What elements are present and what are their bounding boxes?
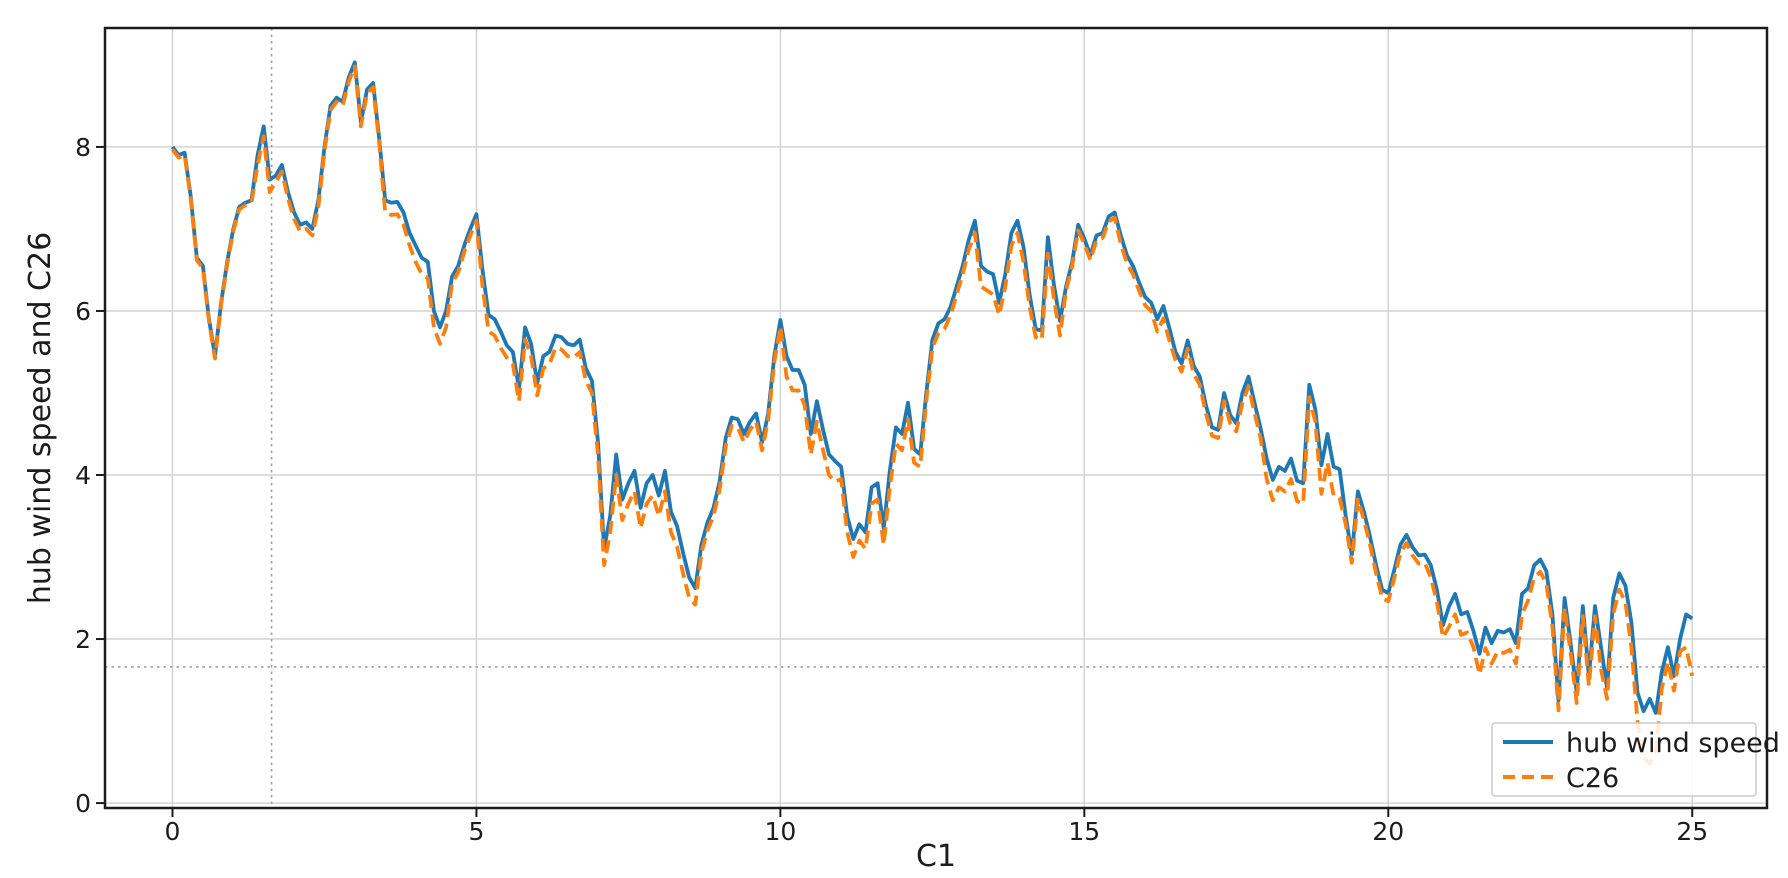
legend: hub wind speed C26 [1491,722,1780,797]
x-axis-label: C1 [916,839,956,874]
plot-border [103,26,1769,810]
y-tick-label: 8 [75,133,91,162]
x-tick-label: 5 [468,817,484,846]
x-tick-labels: 0 5 10 15 20 25 [165,817,1709,846]
y-tick-label: 0 [75,789,91,818]
gridlines [105,28,1767,808]
x-tick-label: 20 [1372,817,1404,846]
y-tick-label: 6 [75,297,91,326]
y-tick-label: 4 [75,461,91,490]
x-tick-label: 25 [1676,817,1708,846]
legend-label-hub-wind-speed: hub wind speed [1566,728,1780,759]
series-lines [170,60,1695,766]
x-tick-label: 0 [165,817,181,846]
y-tick-labels: 0 2 4 6 8 [75,133,91,818]
x-tick-label: 10 [764,817,796,846]
axis-ticks [96,145,1694,817]
y-tick-label: 2 [75,625,91,654]
dotted-reference-lines [105,28,1767,808]
series-line-hub-wind-speed [170,60,1694,715]
x-tick-label: 15 [1068,817,1100,846]
y-axis-label: hub wind speed and C26 [23,232,58,604]
legend-label-c26: C26 [1566,763,1619,794]
series-line-c26 [170,64,1695,766]
legend-box [1491,722,1757,797]
